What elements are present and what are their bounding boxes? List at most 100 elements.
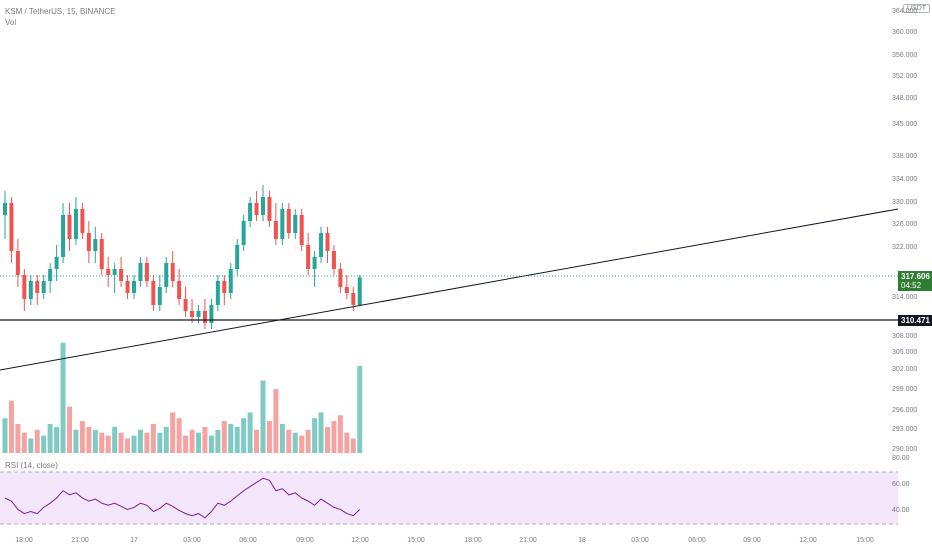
candle-body	[306, 245, 311, 269]
volume-bar	[2, 418, 8, 453]
time-tick-label: 12:00	[799, 537, 817, 544]
volume-bar	[125, 438, 131, 453]
volume-bar	[299, 435, 305, 453]
candle-body	[67, 215, 72, 239]
volume-bar	[286, 429, 292, 453]
drawing-layer[interactable]	[0, 208, 899, 371]
price-tick-label: 314.000	[892, 294, 918, 301]
bar-countdown: 04:52	[901, 281, 922, 290]
candle-body	[273, 221, 278, 239]
candle-body	[22, 275, 27, 299]
last-price-value: 317.606	[901, 272, 930, 281]
candle-body	[235, 245, 240, 269]
price-tick-label: 296.000	[892, 407, 918, 414]
candle-body	[54, 257, 59, 269]
candle-body	[344, 287, 349, 293]
volume-bar	[325, 426, 330, 453]
candle-body	[170, 263, 175, 281]
volume-bar	[99, 432, 105, 453]
candle-body	[286, 209, 291, 233]
volume-bar	[273, 389, 279, 453]
volume-bar	[176, 418, 182, 453]
price-tick-label: 360.000	[892, 29, 918, 36]
candle-body	[99, 239, 104, 269]
volume-bar	[189, 429, 195, 453]
candle-body	[28, 281, 33, 299]
volume-bar	[221, 421, 227, 453]
volume-bar	[350, 438, 356, 453]
time-tick-label: 15:00	[856, 537, 874, 544]
volume-bar	[60, 342, 66, 453]
volume-label[interactable]: Vol	[5, 18, 17, 27]
volume-bar	[112, 426, 118, 453]
volume-bar	[228, 424, 234, 453]
currency-badge[interactable]: USDT	[903, 4, 931, 13]
candle-body	[312, 257, 317, 269]
candle-body	[215, 281, 220, 305]
candle-body	[112, 269, 117, 275]
time-tick-label: 12:00	[351, 537, 369, 544]
candle-body	[80, 209, 85, 233]
candle-body	[299, 215, 304, 245]
time-tick-label: 06:00	[688, 537, 706, 544]
candle-body	[280, 209, 285, 239]
price-tick-label: 302.000	[892, 366, 918, 373]
candle-body	[222, 281, 227, 293]
candle-body	[41, 281, 46, 293]
price-tick-label: 299.000	[892, 386, 918, 393]
volume-bar	[8, 400, 14, 453]
volume-bar	[73, 429, 79, 453]
candle-body	[119, 269, 124, 281]
candle-body	[138, 263, 143, 281]
time-tick-label: 18	[578, 537, 586, 544]
candle-body	[209, 305, 214, 323]
candle-body	[3, 203, 7, 215]
time-tick-label: 15:00	[407, 537, 425, 544]
volume-bar	[241, 418, 247, 453]
rsi-label[interactable]: RSI (14, close)	[5, 461, 58, 470]
volume-bar	[215, 429, 221, 453]
candle-body	[293, 215, 298, 233]
volume-bar	[318, 412, 324, 453]
candle-body	[106, 269, 111, 275]
candle-body	[190, 311, 195, 317]
price-tick-label: 322.000	[892, 244, 918, 251]
candle-body	[202, 311, 207, 323]
rsi-tick-label: 40.00	[892, 507, 910, 514]
price-tick-label: 352.000	[892, 73, 918, 80]
candle-body	[325, 233, 330, 251]
volume-bar	[234, 426, 240, 453]
candle-body	[164, 263, 169, 287]
candle-body	[241, 221, 246, 245]
volume-bar	[131, 435, 137, 453]
candle-body	[248, 203, 253, 221]
candle-body	[125, 281, 130, 293]
price-tick-label: 330.000	[892, 199, 918, 206]
volume-bar	[144, 432, 150, 453]
candle-body	[35, 281, 40, 293]
price-tick-label: 345.000	[892, 121, 918, 128]
volume-bar	[157, 432, 163, 453]
candle-body	[196, 311, 201, 317]
time-tick-label: 17	[130, 537, 138, 544]
price-tick-label: 305.000	[892, 349, 918, 356]
volume-bar	[266, 421, 272, 453]
symbol-title[interactable]: KSM / TetherUS, 15, BINANCE	[5, 7, 116, 16]
price-tick-label: 334.000	[892, 176, 918, 183]
volume-bar	[34, 429, 40, 453]
rsi-line	[4, 477, 361, 519]
candle-body	[93, 239, 98, 251]
candle-body	[15, 251, 20, 275]
volume-bar	[79, 421, 85, 453]
time-tick-label: 18:00	[464, 537, 482, 544]
candle-body	[86, 233, 91, 251]
volume-bar	[357, 366, 363, 453]
volume-bar	[344, 432, 350, 453]
volume-bar	[150, 424, 156, 453]
volume-bar	[312, 418, 318, 453]
volume-bar	[47, 424, 53, 453]
time-tick-label: 21:00	[71, 537, 89, 544]
rsi-band	[0, 472, 898, 524]
